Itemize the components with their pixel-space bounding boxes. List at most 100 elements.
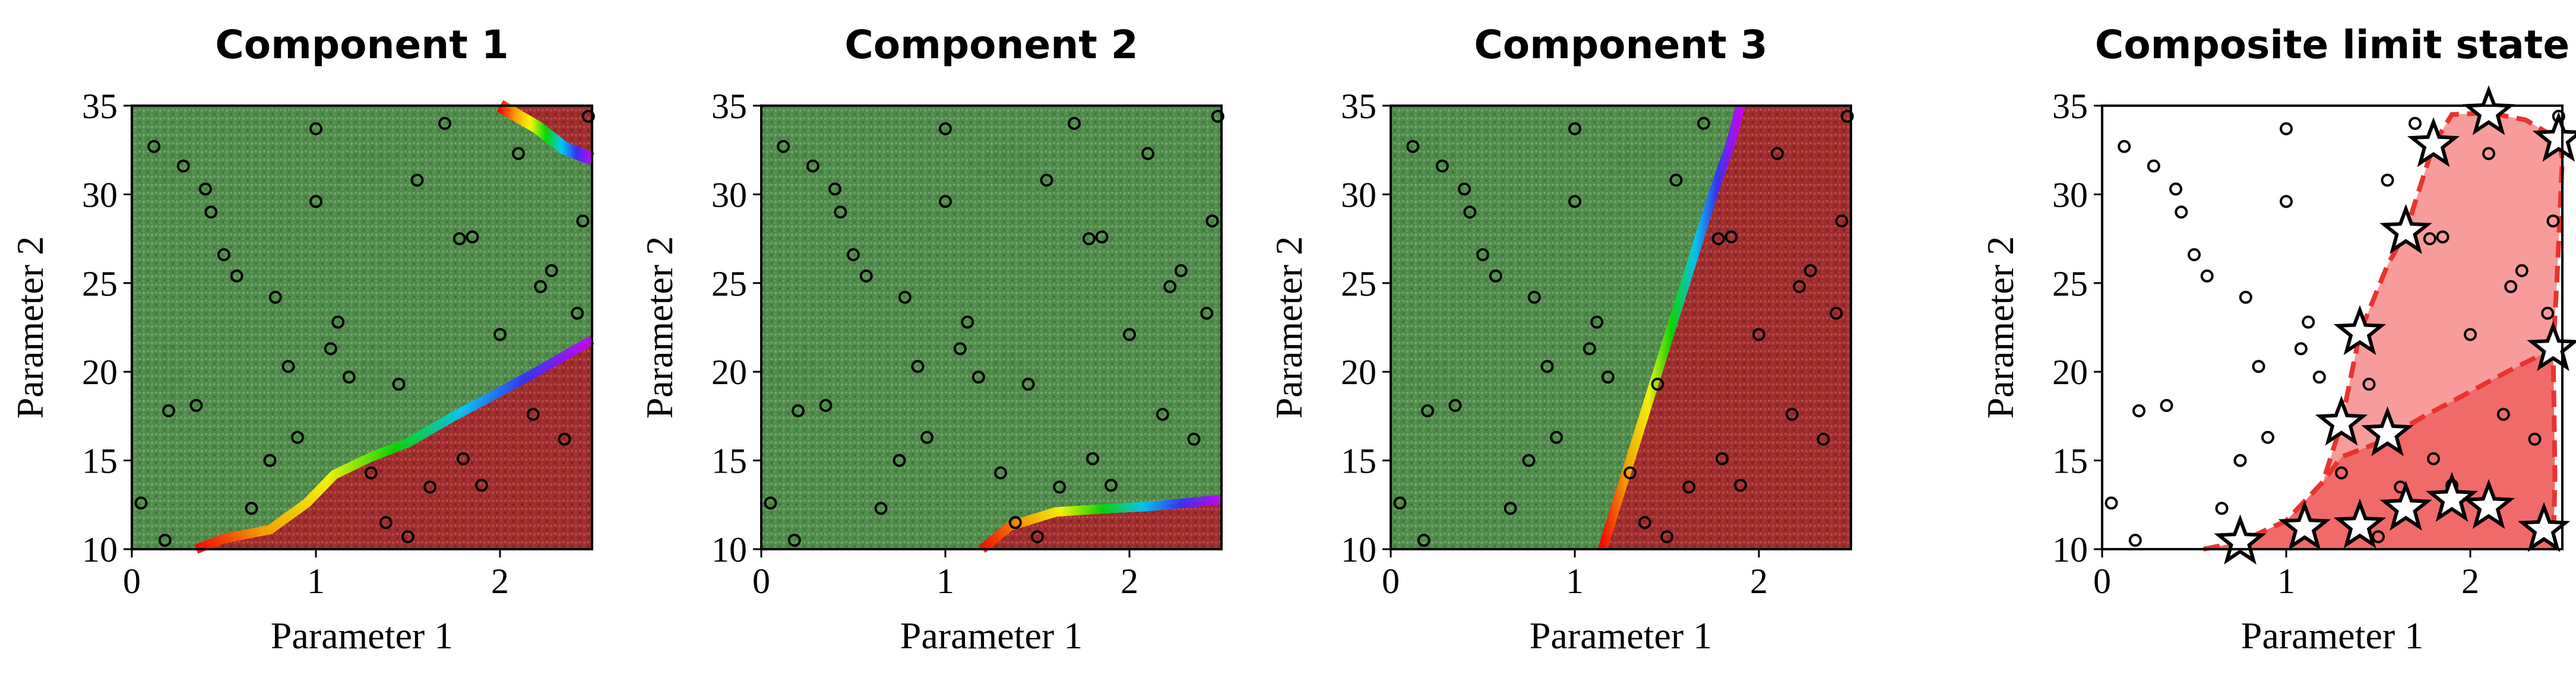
y-axis-label: Parameter 2: [1268, 236, 1310, 419]
transition-band: [979, 495, 1222, 553]
sample-point: [2504, 280, 2518, 293]
sample-point: [2280, 195, 2293, 208]
sample-point: [199, 182, 212, 196]
limit-state-star: [2425, 471, 2479, 522]
sample-point: [189, 398, 203, 412]
sample-point: [1651, 378, 1664, 391]
sample-point: [581, 109, 595, 123]
plot-area: [760, 104, 1224, 553]
y-tick-label: 35: [2052, 87, 2088, 126]
sample-point: [2515, 264, 2528, 277]
sample-point: [2381, 173, 2394, 187]
x-axis-label: Parameter 1: [1530, 614, 1712, 657]
x-tick-label: 2: [1750, 562, 1768, 601]
sample-point: [920, 430, 933, 444]
sample-point: [291, 430, 304, 444]
limit-state-star: [2361, 406, 2414, 457]
y-tick-label: 10: [711, 530, 747, 569]
sample-point: [365, 466, 378, 480]
sample-point: [1086, 452, 1099, 465]
y-tick-label: 10: [1341, 530, 1376, 569]
sample-point: [176, 159, 190, 173]
panel-title: Component 2: [844, 22, 1138, 68]
sample-point: [2118, 140, 2131, 153]
sample-point: [545, 264, 558, 277]
sample-point: [493, 328, 507, 341]
sample-point: [263, 454, 277, 467]
sample-point: [410, 173, 424, 187]
y-tick-label: 20: [82, 353, 118, 392]
sample-point: [1711, 232, 1725, 246]
sample-point: [1205, 214, 1219, 228]
y-tick-label: 35: [82, 87, 118, 126]
sample-point: [834, 205, 847, 219]
y-tick-label: 15: [711, 442, 747, 481]
sample-point: [1716, 452, 1729, 465]
sample-point: [1082, 232, 1096, 246]
y-tick-label: 10: [2052, 530, 2088, 569]
sample-point: [1830, 306, 1843, 320]
sample-point: [1771, 147, 1784, 160]
sample-point: [1448, 398, 1462, 412]
sample-point: [423, 480, 437, 494]
sample-point: [847, 248, 860, 261]
transition-band: [194, 335, 595, 554]
sample-point: [1141, 147, 1154, 160]
x-axis-label: Parameter 1: [900, 614, 1083, 657]
sample-point: [1156, 407, 1169, 421]
sample-point: [526, 407, 540, 421]
sample-point: [268, 290, 282, 304]
sample-point: [1211, 109, 1224, 123]
sample-point: [309, 195, 322, 208]
sample-point: [1793, 280, 1806, 293]
x-tick-label: 1: [307, 562, 325, 601]
sample-point: [1095, 230, 1109, 244]
sample-point: [819, 398, 833, 412]
sample-point: [994, 466, 1007, 480]
component-boundary: [2202, 346, 2555, 552]
sample-point: [2233, 454, 2247, 467]
sample-point: [2175, 205, 2188, 219]
sample-point: [571, 306, 584, 320]
sample-point: [2132, 404, 2145, 417]
panel-component-2: Component 2 Parameter 1 Parameter 2 0 1 2 1…: [638, 22, 1224, 657]
plot-frame: [1390, 104, 1852, 550]
limit-state-star: [2333, 305, 2387, 356]
plot-frame: [131, 104, 593, 550]
limit-state-star: [2462, 479, 2515, 529]
sample-point: [1021, 378, 1035, 391]
sample-point: [911, 360, 925, 373]
plot-area: [2101, 85, 2576, 565]
sample-point: [828, 182, 841, 196]
y-axis-label: Parameter 2: [1979, 236, 2021, 419]
sample-point: [1105, 479, 1118, 492]
y-tick-label: 20: [711, 353, 747, 392]
sample-point: [2302, 315, 2315, 329]
sample-point: [379, 516, 393, 530]
sample-point: [2169, 182, 2182, 196]
sample-point: [898, 290, 912, 304]
sample-point: [2464, 328, 2477, 341]
sample-point: [452, 232, 466, 246]
sample-point: [939, 195, 952, 208]
sample-point: [1174, 264, 1188, 277]
sample-point: [401, 530, 414, 544]
sample-point: [2252, 360, 2265, 373]
y-tick-label: 30: [2052, 175, 2088, 214]
sample-point: [2496, 407, 2510, 421]
sample-point: [859, 269, 873, 283]
sample-point: [1522, 454, 1536, 467]
sample-point: [764, 496, 777, 510]
sample-point: [162, 404, 175, 417]
y-axis-label: Parameter 2: [9, 236, 51, 419]
sample-point: [576, 214, 590, 228]
x-axis-label: Parameter 1: [2241, 614, 2423, 657]
sample-point: [2541, 306, 2555, 320]
x-tick-label: 1: [1566, 562, 1584, 601]
sample-point: [2423, 232, 2436, 246]
sample-point: [1435, 159, 1449, 173]
sample-point: [1406, 140, 1420, 153]
sample-point: [1540, 360, 1554, 373]
failure-region: [196, 340, 592, 549]
